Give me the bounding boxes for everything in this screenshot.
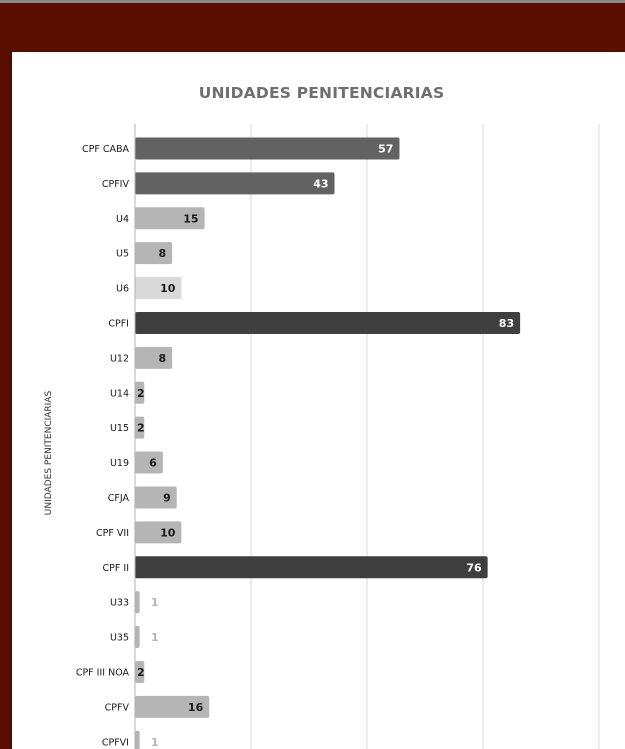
category-tick-label: U5 [116,249,129,260]
category-tick-label: CPFV [105,702,130,713]
category-tick-label: CPF II [103,563,129,574]
bar [135,660,145,683]
data-label: 43 [313,177,328,190]
category-tick-label: U12 [110,353,129,364]
data-label: 9 [163,491,171,504]
category-axis: CPF CABA CPFIV U4 U5 U6 CPFI U12 U14 U15 U19 CFJA C… [76,124,136,749]
category-tick-label: U14 [110,388,129,399]
bar [135,730,140,749]
bar [135,591,140,614]
data-label: 16 [188,701,204,714]
data-label: 10 [160,282,176,295]
category-tick-label: CPF III NOA [76,667,130,678]
bar [135,381,145,404]
bar [135,416,145,439]
bar [135,556,488,579]
data-label: 2 [137,387,145,400]
category-tick-label: CFJA [108,493,130,504]
chart-title: UNIDADES PENITENCIARIAS [198,84,445,102]
bar [135,626,140,649]
data-label: 2 [137,666,145,679]
category-tick-label: CPFI [108,318,129,329]
window-top-edge [0,0,625,3]
category-tick-label: U19 [110,458,129,469]
category-tick-label: CPFVI [102,737,129,748]
data-label: 8 [158,352,166,365]
bar [135,172,335,195]
bar-series: 57 43 15 8 10 83 8 2 2 6 9 10 76 1 1 2 16 1 [135,137,521,749]
data-label: 15 [183,212,198,225]
data-label: 2 [137,422,145,435]
category-tick-label: U6 [116,284,129,295]
data-label: 1 [151,596,159,609]
data-label: 83 [499,317,514,330]
category-tick-label: CPF CABA [82,144,129,155]
bar [135,207,205,230]
data-label: 76 [466,561,482,574]
bar [135,695,210,718]
bar [135,346,173,369]
bar [135,311,521,334]
bar [135,277,182,300]
category-tick-label: U33 [110,598,129,609]
data-label: 1 [151,736,159,749]
data-label: 8 [158,247,166,260]
data-label: 57 [378,142,393,155]
bar [135,242,173,265]
data-label: 6 [149,457,157,470]
category-tick-label: U15 [110,423,129,434]
gridlines [250,124,600,749]
data-label: 1 [151,631,159,644]
category-tick-label: U4 [116,214,129,225]
category-tick-label: CPF VII [96,528,129,539]
category-tick-label: U35 [110,633,129,644]
data-label: 10 [160,526,176,539]
bar [135,451,163,474]
category-tick-label: CPFIV [102,179,130,190]
bar [135,521,182,544]
bar [135,137,400,160]
chart-panel [12,52,625,749]
bar [135,486,177,509]
